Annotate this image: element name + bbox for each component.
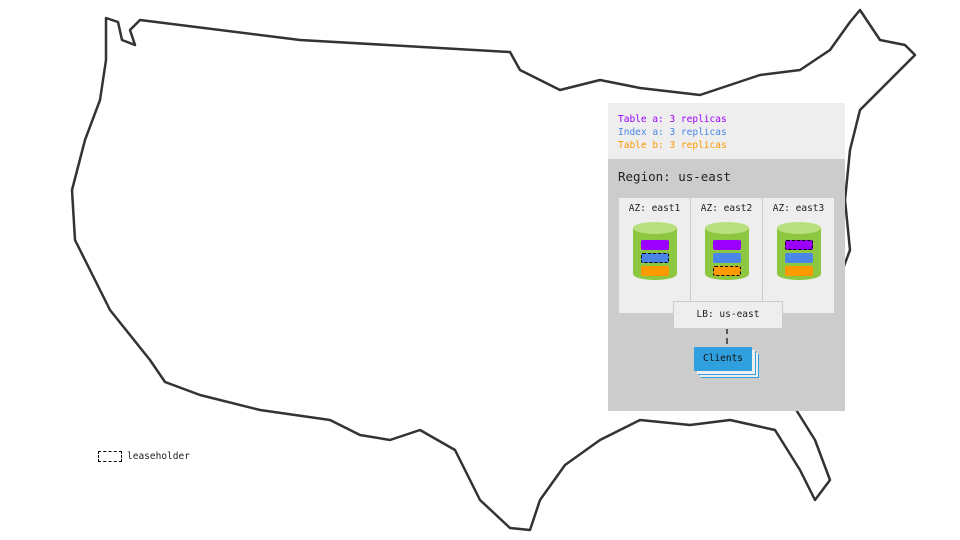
replica-index-a-leaseholder [641, 253, 669, 263]
az-east1: AZ: east1 [619, 198, 690, 313]
az-label: AZ: east3 [772, 203, 825, 214]
legend-table-b: Table b: 3 replicas [618, 140, 727, 151]
dashed-box-icon [98, 451, 122, 462]
replica-index-a [785, 253, 813, 263]
replica-table-b [641, 266, 669, 276]
az-east2: AZ: east2 [691, 198, 762, 313]
region-panel: Table a: 3 replicas Index a: 3 replicas … [608, 103, 845, 411]
replica-legend: Table a: 3 replicas Index a: 3 replicas … [608, 103, 845, 159]
replica-table-b [785, 266, 813, 276]
replica-table-b-leaseholder [713, 266, 741, 276]
az-east3: AZ: east3 [763, 198, 834, 313]
database-icon [633, 222, 677, 286]
az-label: AZ: east1 [628, 203, 681, 214]
database-icon [777, 222, 821, 286]
legend-index-a: Index a: 3 replicas [618, 127, 727, 138]
leaseholder-key-label: leaseholder [127, 451, 190, 462]
replica-table-a [641, 240, 669, 250]
replica-index-a [713, 253, 741, 263]
clients-box: Clients [694, 347, 752, 371]
legend-table-a: Table a: 3 replicas [618, 114, 727, 125]
region-label: Region: us-east [618, 169, 731, 184]
load-balancer: LB: us-east [673, 301, 783, 329]
az-label: AZ: east2 [700, 203, 753, 214]
database-icon [705, 222, 749, 286]
leaseholder-key: leaseholder [98, 451, 190, 462]
replica-table-a [713, 240, 741, 250]
replica-table-a-leaseholder [785, 240, 813, 250]
